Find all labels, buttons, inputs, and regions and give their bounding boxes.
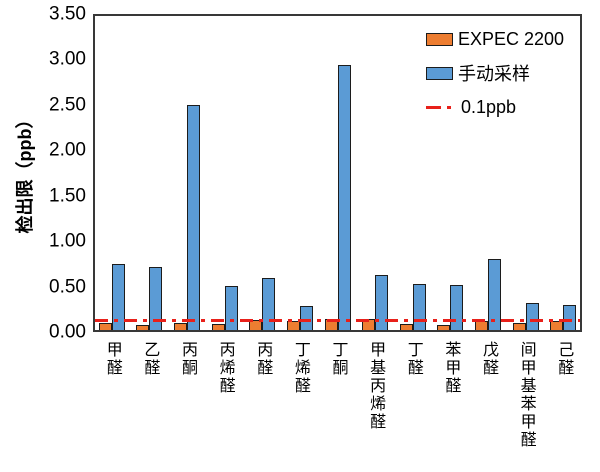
- bar-manual-sampling: [262, 278, 276, 330]
- bar-manual-sampling: [299, 306, 313, 330]
- y-tick-label: 0.50: [49, 276, 86, 298]
- y-tick-label: 3.50: [49, 3, 86, 25]
- legend: EXPEC 2200 手动采样 0.1ppb: [426, 28, 564, 130]
- bar-expec-2200: [174, 323, 188, 330]
- legend-item-reference-line: 0.1ppb: [426, 96, 564, 118]
- bar-manual-sampling: [375, 275, 389, 330]
- x-tick-label: 丁醛: [404, 341, 422, 377]
- bar-manual-sampling: [111, 264, 125, 330]
- bar-manual-sampling: [487, 259, 501, 330]
- x-tick-label: 己醛: [555, 341, 573, 377]
- y-tick-label: 2.50: [49, 94, 86, 116]
- bar-manual-sampling: [224, 286, 238, 330]
- bar-expec-2200: [512, 323, 526, 330]
- legend-label-expec-2200: EXPEC 2200: [458, 28, 565, 49]
- bar-expec-2200: [550, 321, 564, 330]
- x-tick-label: 戊醛: [479, 341, 497, 377]
- x-tick-label: 甲基丙烯醛: [367, 341, 385, 431]
- bar-manual-sampling: [525, 303, 539, 330]
- reference-line: [95, 319, 580, 322]
- y-tick-label: 1.50: [49, 185, 86, 207]
- bar-expec-2200: [437, 325, 451, 330]
- legend-item-manual-sampling: 手动采样: [426, 62, 564, 84]
- bar-manual-sampling: [337, 65, 351, 330]
- bar-expec-2200: [286, 321, 300, 330]
- bar-manual-sampling: [412, 284, 426, 330]
- legend-label-manual-sampling: 手动采样: [458, 64, 530, 84]
- y-tick-label: 2.00: [49, 139, 86, 161]
- legend-swatch-expec-2200: [426, 32, 453, 46]
- x-tick-label: 丁酮: [329, 341, 347, 377]
- bar-expec-2200: [474, 321, 488, 330]
- x-tick-label: 间甲基苯甲醛: [517, 341, 535, 449]
- legend-label-reference-line: 0.1ppb: [461, 96, 517, 117]
- x-tick-label: 苯甲醛: [442, 341, 460, 395]
- x-tick-label: 乙醛: [141, 341, 159, 377]
- x-tick-label: 丙酮: [179, 341, 197, 377]
- x-tick-label: 丙烯醛: [216, 341, 234, 395]
- y-tick-label: 1.00: [49, 230, 86, 252]
- y-tick-label: 0.00: [49, 321, 86, 343]
- y-tick-label: 3.00: [49, 48, 86, 70]
- bar-manual-sampling: [149, 267, 163, 330]
- y-axis-title: 检出限（ppb）: [15, 110, 35, 234]
- x-tick-label: 丙醛: [254, 341, 272, 377]
- x-tick-label: 丁烯醛: [291, 341, 309, 395]
- bar-expec-2200: [98, 323, 112, 330]
- legend-reference-line-symbol: [426, 105, 456, 109]
- plot-area: [93, 14, 582, 332]
- legend-swatch-manual-sampling: [426, 66, 453, 80]
- bar-expec-2200: [136, 325, 150, 330]
- bar-expec-2200: [211, 324, 225, 330]
- bar-manual-sampling: [450, 285, 464, 330]
- bar-manual-sampling: [563, 305, 577, 330]
- legend-item-expec-2200: EXPEC 2200: [426, 28, 564, 50]
- bar-expec-2200: [399, 324, 413, 330]
- x-tick-label: 甲醛: [103, 341, 121, 377]
- bar-manual-sampling: [187, 105, 201, 330]
